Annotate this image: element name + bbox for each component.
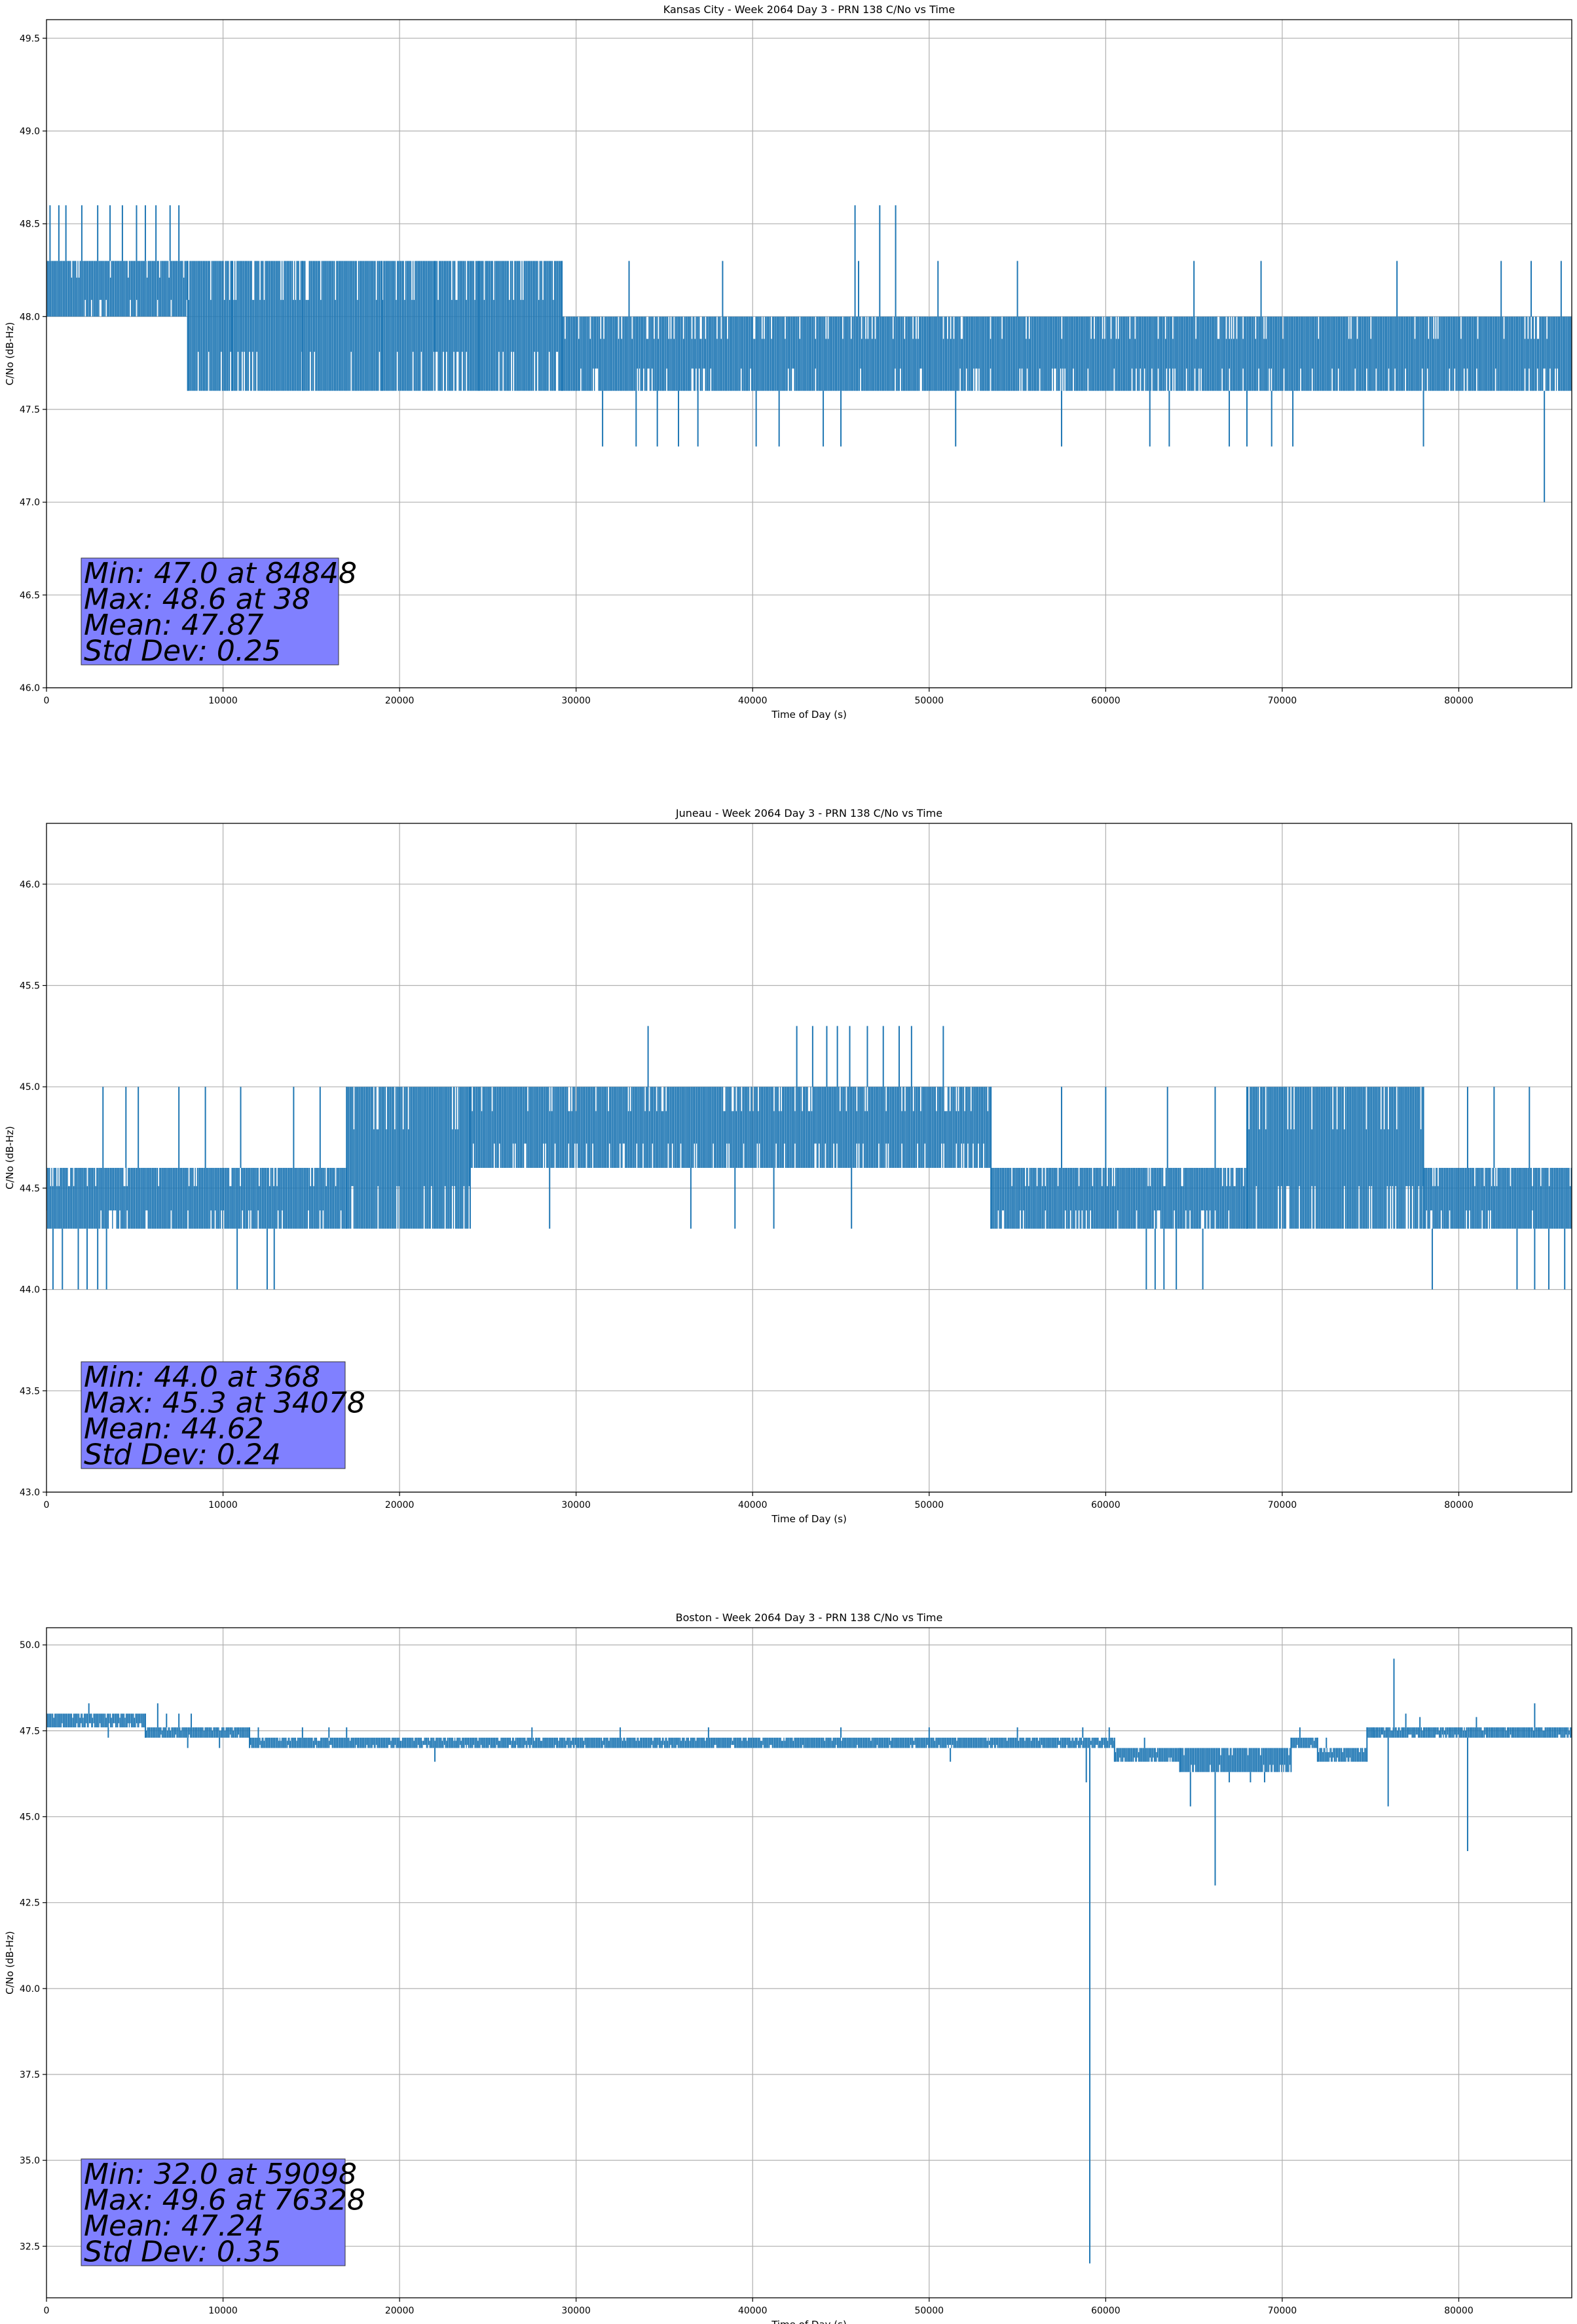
y-tick-label: 45.0 — [20, 1812, 40, 1823]
stats-box-background — [81, 557, 339, 665]
x-tick-label: 60000 — [1091, 2306, 1121, 2316]
y-tick-label: 37.5 — [20, 2070, 40, 2080]
series-line — [46, 205, 1572, 502]
x-tick-label: 10000 — [208, 2306, 238, 2316]
chart-title: Boston - Week 2064 Day 3 - PRN 138 C/No … — [676, 1611, 943, 1624]
x-axis: 0 10000 20000 30000 40000 50000 60000 70000 8000… — [44, 688, 1474, 706]
x-tick-label: 60000 — [1091, 696, 1121, 706]
x-tick-label: 10000 — [208, 696, 238, 706]
x-tick-label: 40000 — [738, 696, 768, 706]
chart-panel-2: 0 10000 20000 30000 40000 50000 60000 70000 8000… — [4, 807, 1572, 1525]
y-axis: 46.0 46.5 47.0 47.5 48.0 48.5 49.0 49.5 — [20, 33, 46, 694]
y-tick-label: 35.0 — [20, 2156, 40, 2166]
y-axis-label: C/No (dB-Hz) — [4, 322, 16, 386]
y-tick-label: 45.0 — [20, 1082, 40, 1093]
stats-mean: Mean: 44.62 — [84, 1412, 264, 1446]
y-tick-label: 44.5 — [20, 1184, 40, 1194]
y-tick-label: 43.5 — [20, 1386, 40, 1396]
y-axis: 43.0 43.5 44.0 44.5 45.0 45.5 46.0 — [20, 880, 46, 1498]
stats-min: Min: 47.0 at 84848 — [84, 557, 357, 590]
stats-max: Max: 49.6 at 76328 — [84, 2184, 365, 2217]
chart-panel-1: 0 10000 20000 30000 40000 50000 60000 70000 8000… — [4, 3, 1572, 721]
x-tick-label: 50000 — [915, 2306, 944, 2316]
axes-frame — [46, 19, 1572, 688]
x-tick-label: 80000 — [1444, 696, 1474, 706]
y-tick-label: 32.5 — [20, 2241, 40, 2252]
x-tick-label: 20000 — [385, 696, 415, 706]
x-tick-label: 0 — [44, 1500, 50, 1510]
stats-mean: Mean: 47.24 — [84, 2209, 264, 2243]
y-axis-label: C/No (dB-Hz) — [4, 1931, 16, 1995]
x-tick-label: 20000 — [385, 2306, 415, 2316]
series-line — [46, 1026, 1572, 1290]
stats-min: Min: 44.0 at 368 — [84, 1360, 320, 1394]
y-tick-label: 46.0 — [20, 683, 40, 694]
x-tick-label: 60000 — [1091, 1500, 1121, 1510]
y-tick-label: 40.0 — [20, 1984, 40, 1995]
x-axis: 0 10000 20000 30000 40000 50000 60000 70000 8000… — [44, 2298, 1474, 2316]
x-tick-label: 70000 — [1268, 1500, 1297, 1510]
stats-std: Std Dev: 0.35 — [84, 2236, 281, 2269]
y-tick-label: 45.5 — [20, 981, 40, 992]
axes-frame — [46, 1627, 1572, 2298]
x-tick-label: 40000 — [738, 1500, 768, 1510]
x-tick-label: 0 — [44, 696, 50, 706]
x-tick-label: 30000 — [561, 1500, 591, 1510]
x-tick-label: 30000 — [561, 2306, 591, 2316]
axes-frame — [46, 823, 1572, 1493]
x-axis: 0 10000 20000 30000 40000 50000 60000 70000 8000… — [44, 1492, 1474, 1510]
y-tick-label: 47.5 — [20, 1726, 40, 1736]
stats-max: Max: 45.3 at 34078 — [84, 1387, 365, 1420]
chart-panel-3: 0 10000 20000 30000 40000 50000 60000 70000 8000… — [4, 1611, 1572, 2324]
y-tick-label: 47.0 — [20, 498, 40, 508]
x-axis-label: Time of Day (s) — [771, 1513, 847, 1525]
stats-std: Std Dev: 0.24 — [84, 1438, 281, 1472]
y-tick-label: 46.5 — [20, 590, 40, 601]
x-tick-label: 20000 — [385, 1500, 415, 1510]
x-axis-label: Time of Day (s) — [771, 709, 847, 721]
stats-box-background — [81, 2158, 346, 2266]
x-tick-label: 70000 — [1268, 2306, 1297, 2316]
y-tick-label: 47.5 — [20, 405, 40, 415]
x-tick-label: 10000 — [208, 1500, 238, 1510]
y-tick-label: 49.5 — [20, 33, 40, 44]
x-tick-label: 50000 — [915, 1500, 944, 1510]
x-axis-label: Time of Day (s) — [771, 2319, 847, 2324]
y-axis-label: C/No (dB-Hz) — [4, 1126, 16, 1190]
stats-max: Max: 48.6 at 38 — [84, 583, 310, 616]
series-line — [46, 1659, 1572, 2264]
y-axis: 32.5 35.0 37.5 40.0 42.5 45.0 47.5 50.0 — [20, 1640, 46, 2252]
stats-mean: Mean: 47.87 — [84, 609, 264, 642]
y-tick-label: 42.5 — [20, 1898, 40, 1909]
x-tick-label: 40000 — [738, 2306, 768, 2316]
chart-title: Juneau - Week 2064 Day 3 - PRN 138 C/No … — [675, 807, 942, 819]
x-tick-label: 50000 — [915, 696, 944, 706]
y-tick-label: 50.0 — [20, 1640, 40, 1651]
x-tick-label: 80000 — [1444, 2306, 1474, 2316]
y-tick-label: 44.0 — [20, 1285, 40, 1296]
y-tick-label: 49.0 — [20, 126, 40, 137]
y-tick-label: 46.0 — [20, 880, 40, 890]
x-tick-label: 0 — [44, 2306, 50, 2316]
x-tick-label: 30000 — [561, 696, 591, 706]
stats-std: Std Dev: 0.25 — [84, 635, 281, 668]
chart-title: Kansas City - Week 2064 Day 3 - PRN 138 … — [663, 3, 955, 16]
stats-box-background — [81, 1361, 346, 1469]
y-tick-label: 48.0 — [20, 312, 40, 322]
y-tick-label: 43.0 — [20, 1488, 40, 1498]
stats-min: Min: 32.0 at 59098 — [84, 2158, 357, 2191]
y-tick-label: 48.5 — [20, 219, 40, 230]
x-tick-label: 80000 — [1444, 1500, 1474, 1510]
x-tick-label: 70000 — [1268, 696, 1297, 706]
